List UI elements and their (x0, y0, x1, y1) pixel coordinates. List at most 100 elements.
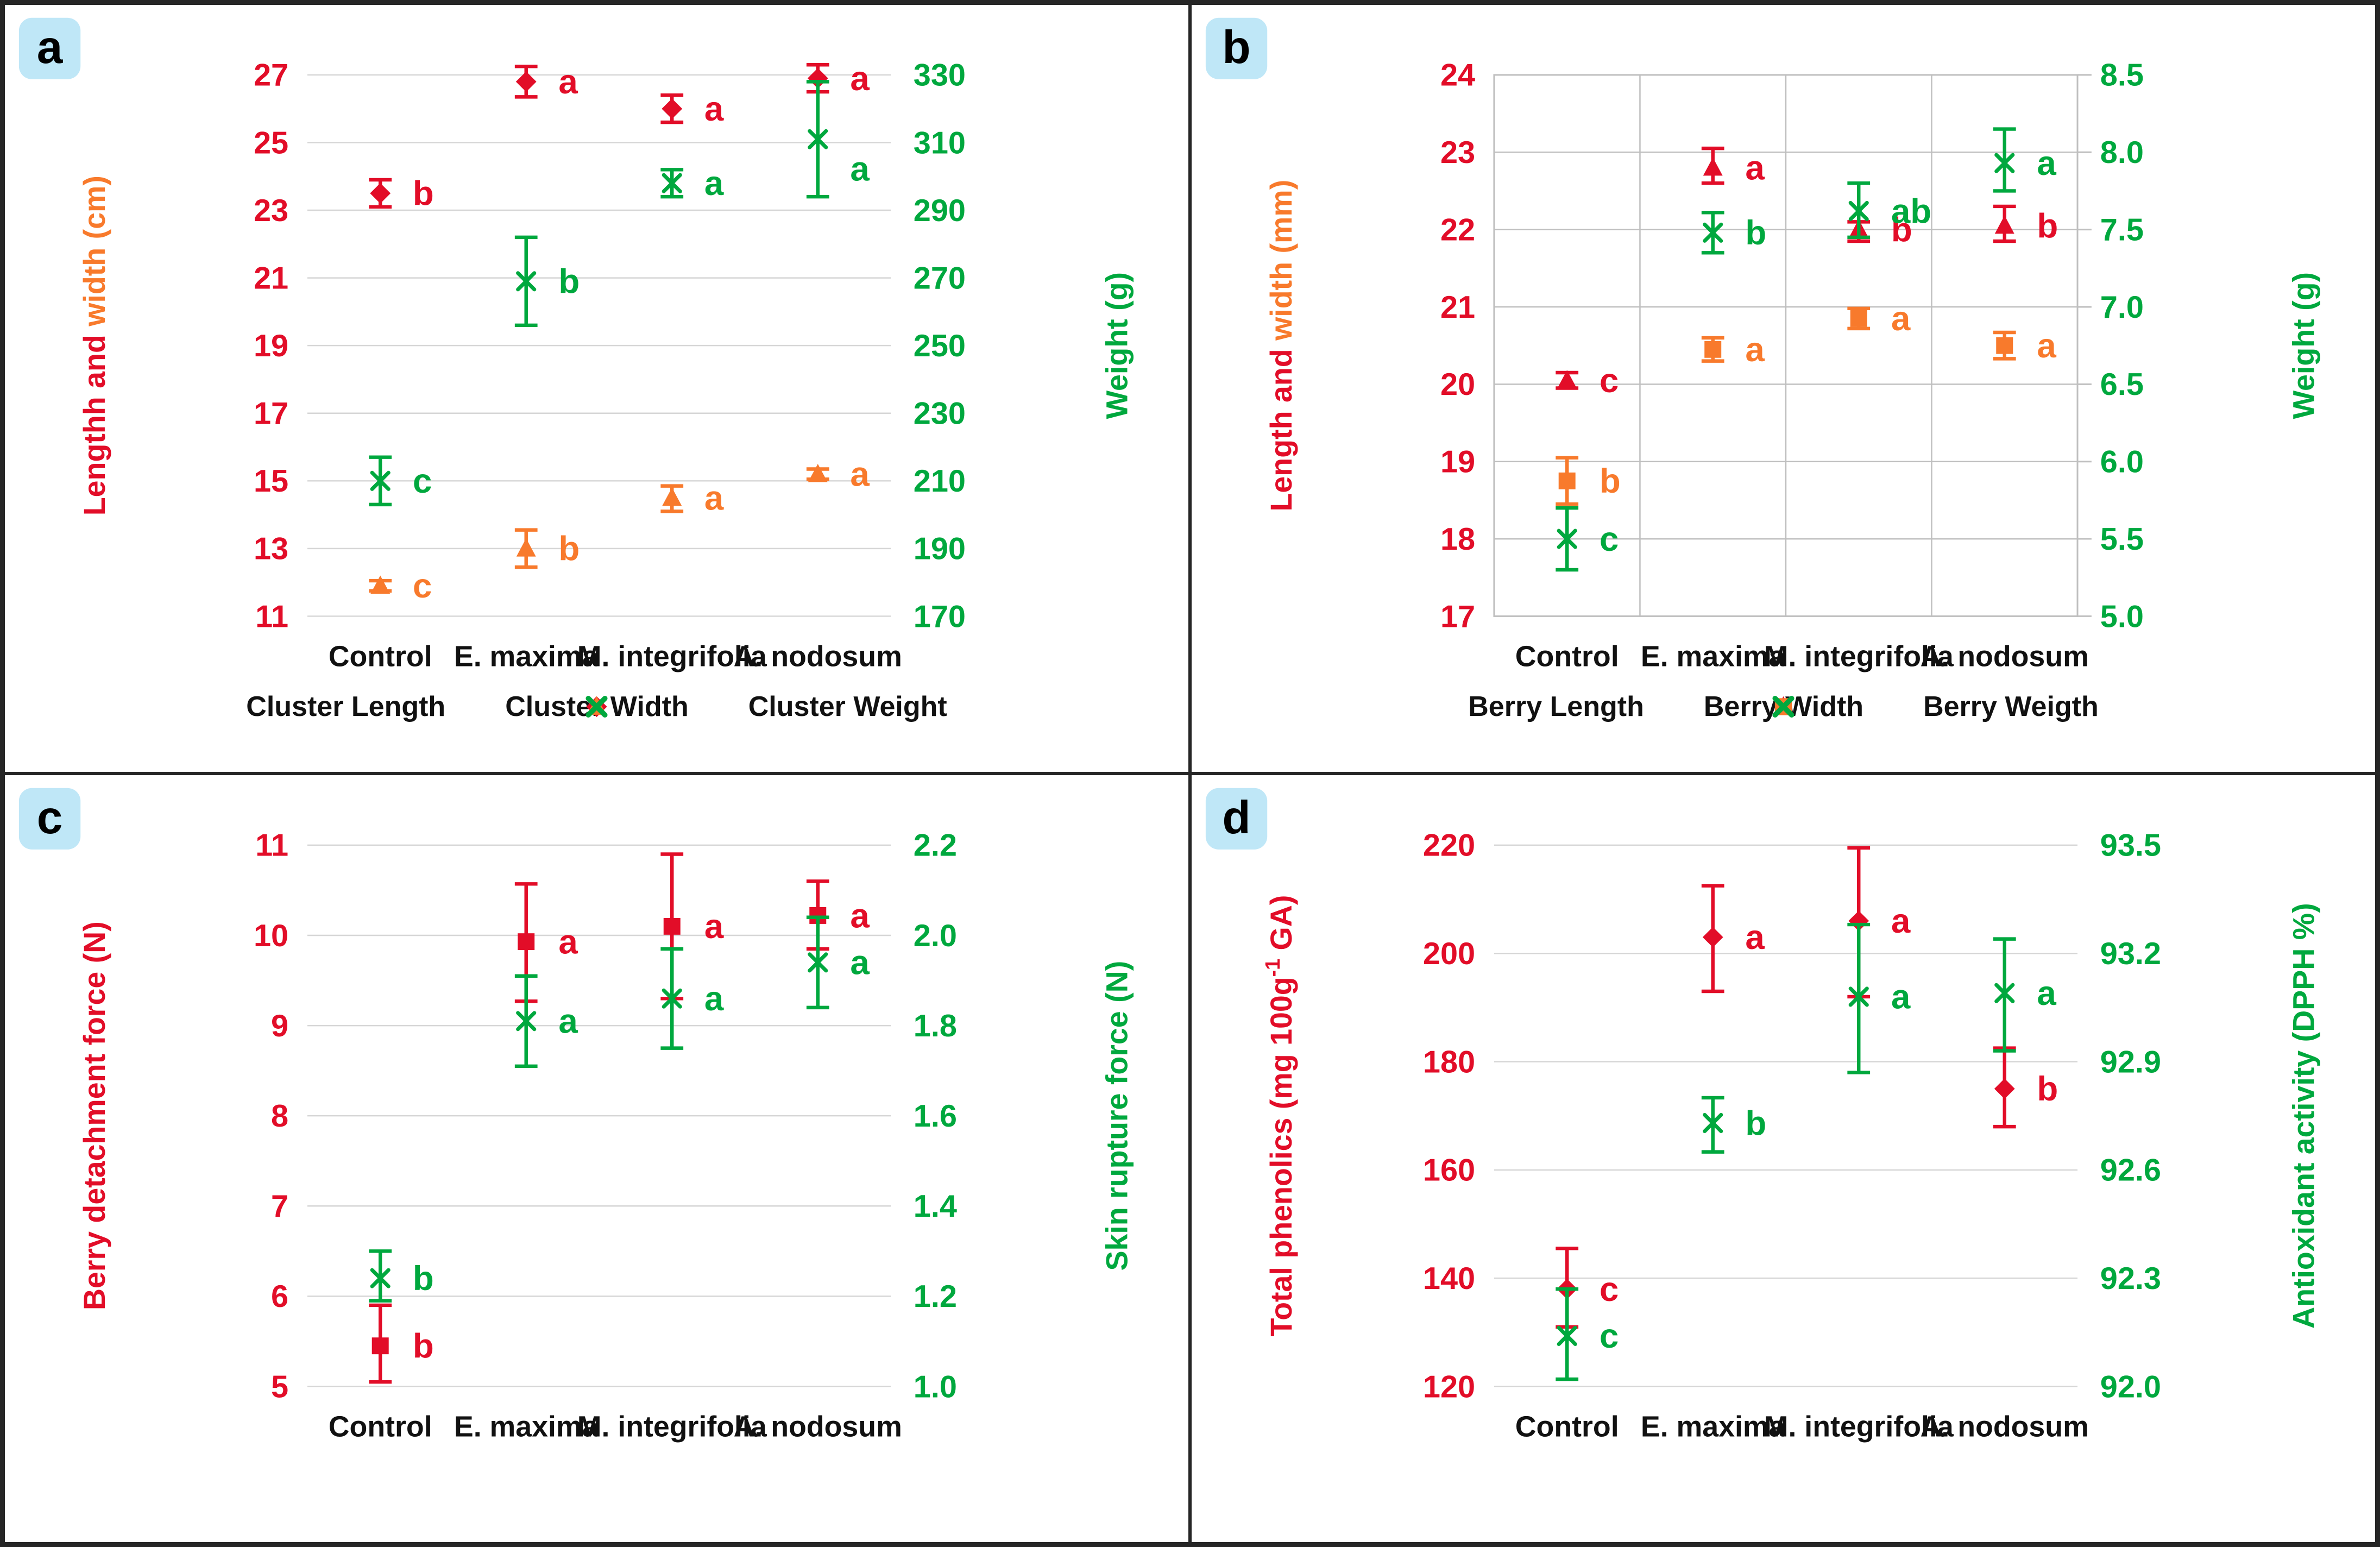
significance-letter: b (2037, 206, 2058, 245)
x-marker (1994, 153, 2015, 173)
left-axis-title: Lengthh and width (cm) (78, 175, 111, 515)
left-tick-label: 10 (254, 919, 288, 953)
left-tick-label: 8 (271, 1099, 288, 1134)
square-marker (1850, 310, 1867, 327)
right-tick-label: 5.5 (2100, 522, 2144, 557)
left-tick-label: 200 (1423, 936, 1475, 971)
legend-label: Berry Length (1468, 691, 1644, 722)
series-cluster-width: c b a a (369, 455, 870, 605)
category-label: A. nodosum (1921, 640, 2089, 673)
left-tick-label: 7 (271, 1189, 288, 1224)
panel-b: b 24 23 22 21 20 19 18 17 8.5 8.0 7.5 7.0 6.5 6.0 5.5 5.… (1190, 3, 2377, 774)
diamond-marker (662, 98, 683, 120)
right-tick-label: 6.0 (2100, 445, 2144, 480)
x-marker (1772, 695, 1795, 718)
panel-a: a 27 25 23 21 19 17 15 13 11 330 310 290 270 250 230 210… (3, 3, 1190, 774)
right-tick-label: 8.5 (2100, 58, 2144, 93)
right-tick-label: 92.9 (2100, 1045, 2161, 1079)
significance-letter: c (1600, 1270, 1619, 1309)
category-label: Control (329, 1411, 432, 1443)
category-label: Control (1515, 640, 1619, 673)
series-antioxidant-activity: c b a a (1556, 922, 2056, 1381)
right-tick-label: 93.5 (2100, 828, 2161, 863)
x-marker (1848, 986, 1869, 1007)
series-total-phenolics: ca ab (1556, 846, 2058, 1329)
category-label: A. nodosum (734, 1411, 902, 1443)
legend-label: Cluster Weight (748, 691, 947, 722)
significance-letter: a (850, 150, 870, 188)
left-tick-label: 11 (255, 599, 288, 634)
right-tick-label: 6.5 (2100, 367, 2144, 402)
panel-d-chart: d 220 200 180 160 140 120 93.5 93.2 92.9 92.6 92.3 9… (1205, 788, 2321, 1443)
square-marker (1558, 472, 1576, 489)
x-marker (808, 952, 828, 973)
significance-letter: b (2037, 1070, 2058, 1108)
panel-label-badge (18, 788, 81, 850)
x-marker (370, 470, 391, 491)
triangle-marker (1557, 370, 1577, 388)
significance-letter: a (1745, 918, 1765, 957)
square-marker (518, 933, 535, 951)
significance-letter: c (1600, 1317, 1619, 1355)
right-tick-label: 1.0 (914, 1369, 957, 1404)
category-label: E. maxima (1641, 1411, 1786, 1443)
right-tick-label: 330 (914, 58, 966, 93)
panel-c: c 11 10 9 8 7 6 5 2.2 2.0 1.8 1.6 1.4 1.2 1.0 Berry det… (3, 774, 1190, 1544)
significance-letter: a (704, 979, 724, 1018)
legend: Cluster Length Cluster Width Cluster Weigh… (5, 690, 1188, 723)
category-label: M. integrifolia (577, 640, 767, 673)
x-marker (808, 129, 828, 149)
significance-letter: b (1600, 462, 1621, 500)
left-axis-title: Total phenolics (mg 100g-1 GA) (1261, 895, 1298, 1337)
diamond-marker (1994, 1078, 2015, 1099)
legend: Berry Length Berry Width Berry Weigth (1192, 690, 2375, 723)
left-tick-label: 220 (1423, 828, 1475, 863)
left-tick-label: 140 (1423, 1261, 1475, 1296)
significance-letter: b (558, 262, 580, 301)
panel-label-badge (1205, 788, 1268, 850)
right-tick-label: 1.8 (914, 1009, 957, 1043)
left-tick-label: 22 (1440, 213, 1475, 248)
series-cluster-weight: cba a (369, 80, 870, 507)
series-skin-rupture-force: b a a a (369, 915, 870, 1303)
panel-c-chart: c 11 10 9 8 7 6 5 2.2 2.0 1.8 1.6 1.4 1.2 1.0 Berry det… (18, 788, 1134, 1443)
significance-letter: c (1600, 361, 1619, 400)
left-tick-label: 24 (1440, 58, 1475, 93)
right-tick-label: 5.0 (2100, 599, 2144, 634)
x-legend-marker-icon (1772, 695, 1795, 718)
triangle-marker (808, 464, 828, 482)
significance-letter: a (850, 59, 870, 98)
right-tick-label: 230 (914, 397, 966, 431)
panel-label-badge (18, 17, 81, 79)
significance-letter: a (704, 90, 724, 128)
right-tick-label: 92.3 (2100, 1261, 2161, 1296)
square-marker (663, 917, 681, 935)
triangle-marker (662, 487, 682, 506)
square-marker (1704, 341, 1722, 358)
x-legend-marker-icon (585, 695, 608, 718)
right-tick-label: 1.6 (914, 1099, 957, 1134)
x-marker (1994, 983, 2015, 1003)
right-tick-label: 310 (914, 125, 966, 160)
left-tick-label: 17 (254, 397, 288, 431)
diamond-marker (1702, 927, 1723, 948)
category-label: Control (1515, 1411, 1619, 1443)
significance-letter: b (1745, 213, 1766, 252)
right-tick-label: 92.0 (2100, 1369, 2161, 1404)
x-marker (1557, 1325, 1577, 1346)
right-tick-label: 92.6 (2100, 1153, 2161, 1188)
right-tick-label: 2.2 (914, 828, 957, 863)
left-tick-label: 13 (254, 532, 288, 567)
significance-letter: a (704, 164, 724, 203)
right-tick-label: 93.2 (2100, 936, 2161, 971)
significance-letter: a (704, 907, 724, 946)
category-label: E. maxima (454, 640, 599, 673)
square-marker (372, 1337, 389, 1355)
left-tick-label: 6 (271, 1279, 288, 1314)
right-tick-label: 1.4 (914, 1189, 957, 1224)
left-tick-label: 180 (1423, 1045, 1475, 1079)
right-axis-title: Weight (g) (2287, 272, 2321, 419)
right-tick-label: 270 (914, 261, 966, 296)
